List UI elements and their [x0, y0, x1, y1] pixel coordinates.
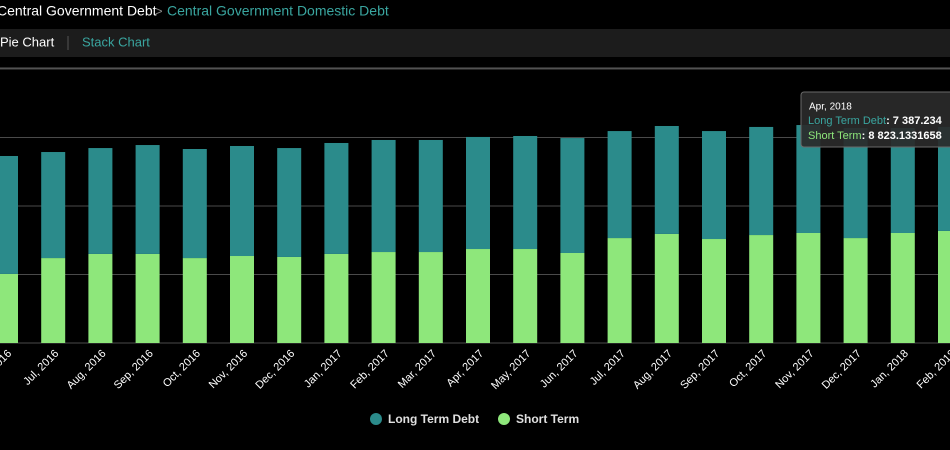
bar-segment	[324, 253, 349, 343]
tooltip: Apr, 2018 Long Term Debt: 7 387.234 Shor…	[800, 91, 950, 148]
bar-segment	[702, 131, 726, 240]
bar-segment	[938, 126, 950, 231]
bar-segment	[371, 252, 396, 343]
tooltip-title: Apr, 2018	[809, 102, 852, 113]
bar-segment	[654, 125, 679, 234]
bar-segment	[890, 232, 915, 343]
bar-segment	[749, 235, 774, 343]
bar-segment	[607, 238, 632, 343]
bar-segment	[654, 233, 679, 343]
bar-segment	[135, 145, 160, 254]
bar-segment	[513, 249, 538, 343]
bar-segment	[418, 139, 443, 253]
bar-segment	[135, 253, 160, 343]
breadcrumb-current[interactable]: Central Government Domestic Debt	[167, 3, 389, 19]
bar-segment	[607, 131, 632, 239]
bar-segment	[418, 252, 443, 343]
bar-segment	[513, 135, 538, 250]
tab[interactable]: Pie Chart	[0, 34, 55, 49]
bar-segment	[182, 258, 207, 343]
bar-segment	[796, 232, 821, 343]
bar-segment	[938, 230, 950, 343]
bar-segment	[41, 258, 66, 343]
bar-segment	[466, 136, 490, 250]
bar-segment	[702, 239, 726, 343]
tooltip-name: Long Term Debt	[808, 115, 886, 127]
legend-swatch	[498, 413, 510, 425]
legend-label: Short Term	[516, 412, 579, 426]
bar-segment	[466, 249, 490, 343]
breadcrumb-separator: >	[155, 3, 163, 18]
bar-segment	[371, 139, 396, 253]
bar-segment	[41, 152, 66, 259]
legend-swatch	[370, 413, 382, 425]
bar-segment	[560, 138, 585, 253]
bar-segment	[88, 148, 113, 254]
tab-bar	[0, 29, 950, 57]
bar-segment	[0, 273, 18, 343]
bar-segment	[560, 252, 585, 343]
bar-segment	[182, 149, 207, 259]
bar-segment	[843, 238, 868, 343]
tab[interactable]: Stack Chart	[82, 34, 150, 49]
bar-segment	[324, 142, 349, 254]
legend-label: Long Term Debt	[388, 412, 479, 426]
tooltip-box	[800, 91, 950, 148]
bar-segment	[88, 253, 113, 343]
tooltip-row: Long Term Debt: 7 387.234	[808, 115, 943, 127]
tooltip-name: Short Term	[808, 130, 862, 142]
bar-segment	[749, 126, 774, 236]
bar-segment	[230, 256, 254, 343]
tooltip-value: : 7 387.234	[886, 115, 943, 127]
tooltip-row: Short Term: 8 823.1331658	[808, 130, 942, 142]
bar-segment	[277, 148, 302, 257]
tooltip-value: : 8 823.1331658	[862, 130, 942, 142]
bar-segment	[277, 256, 302, 343]
bar-segment	[0, 155, 18, 274]
bar-segment	[230, 145, 254, 257]
breadcrumb-root[interactable]: Central Government Debt	[0, 3, 157, 19]
